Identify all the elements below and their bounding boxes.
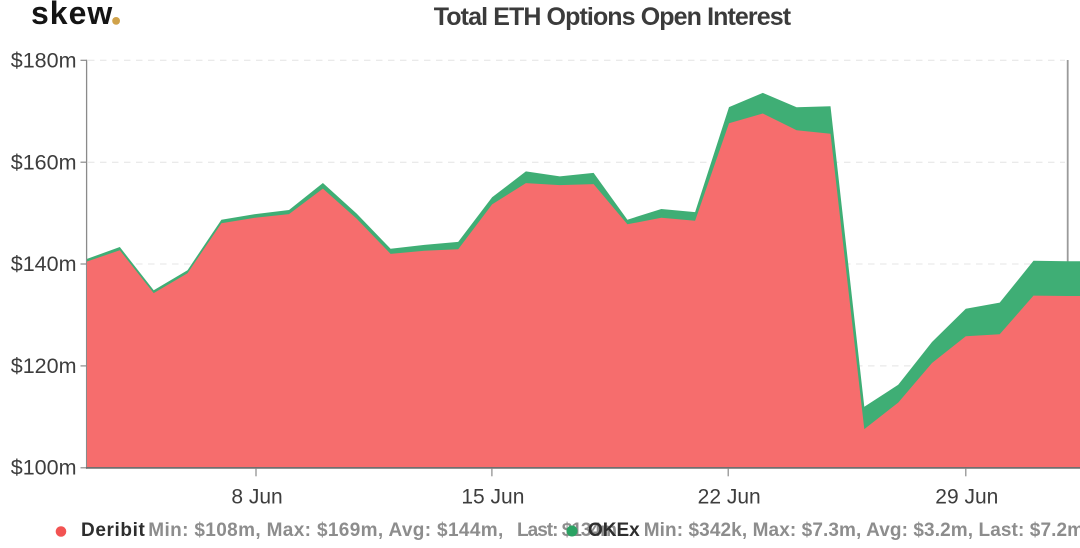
svg-text:$120m: $120m [11, 354, 77, 378]
svg-text:Min: $108m, Max: $169m, Avg: $: Min: $108m, Max: $169m, Avg: $144m, [148, 520, 503, 541]
svg-text:$160m: $160m [11, 150, 77, 174]
svg-text:$180m: $180m [11, 48, 77, 72]
svg-text:$100m: $100m [11, 455, 77, 479]
svg-text:Min: $342k, Max: $7.3m, Avg: $: Min: $342k, Max: $7.3m, Avg: $3.2m, Last… [644, 520, 1080, 541]
svg-text:OKEx: OKEx [588, 520, 640, 541]
svg-text:Total ETH Options Open Interes: Total ETH Options Open Interest [434, 3, 792, 31]
svg-text:skew: skew [31, 0, 113, 31]
svg-text:$140m: $140m [11, 252, 77, 276]
svg-text:Deribit: Deribit [81, 520, 145, 541]
svg-text:8 Jun: 8 Jun [231, 486, 282, 509]
svg-text:15 Jun: 15 Jun [461, 486, 524, 509]
svg-text:29 Jun: 29 Jun [935, 486, 998, 509]
svg-text:22 Jun: 22 Jun [698, 486, 761, 509]
